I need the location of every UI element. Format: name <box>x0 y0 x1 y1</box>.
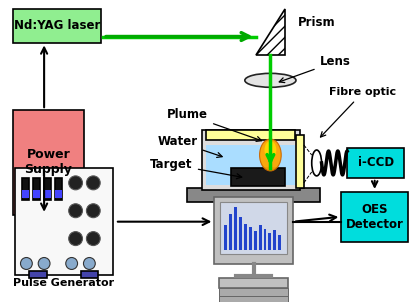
Ellipse shape <box>69 204 83 218</box>
Bar <box>219 296 288 302</box>
Text: i-CCD: i-CCD <box>358 156 394 169</box>
Bar <box>219 278 288 288</box>
Bar <box>44 178 51 200</box>
Ellipse shape <box>259 139 281 171</box>
Text: Lens: Lens <box>279 55 350 83</box>
Ellipse shape <box>86 204 100 218</box>
Text: Target: Target <box>150 158 242 179</box>
Bar <box>347 148 404 178</box>
Bar <box>278 235 281 250</box>
Bar <box>296 135 304 188</box>
Bar <box>224 225 227 250</box>
Bar <box>206 130 295 140</box>
Text: Nd:YAG laser: Nd:YAG laser <box>14 19 100 32</box>
Bar <box>244 224 247 250</box>
Bar <box>239 217 242 250</box>
Ellipse shape <box>69 176 83 190</box>
Bar <box>22 190 29 198</box>
Text: Pulse Generator: Pulse Generator <box>13 278 115 288</box>
Text: Plume: Plume <box>167 108 261 142</box>
Bar <box>81 271 98 278</box>
Polygon shape <box>256 9 285 55</box>
Bar <box>55 178 62 200</box>
Bar <box>269 233 271 250</box>
Bar <box>187 188 320 202</box>
Ellipse shape <box>86 176 100 190</box>
Bar <box>44 190 51 198</box>
Bar <box>264 229 266 250</box>
Bar <box>12 110 84 215</box>
Ellipse shape <box>69 231 83 245</box>
Bar <box>254 231 256 250</box>
Bar <box>259 225 261 250</box>
Ellipse shape <box>86 231 100 245</box>
Text: Prism: Prism <box>298 16 336 29</box>
Ellipse shape <box>20 258 32 269</box>
Ellipse shape <box>83 258 95 269</box>
Text: OES
Detector: OES Detector <box>346 203 404 231</box>
Text: Water: Water <box>157 135 222 158</box>
Bar <box>341 192 408 241</box>
Bar <box>29 271 47 278</box>
Bar <box>33 178 40 200</box>
Bar <box>12 9 101 42</box>
Bar <box>206 145 295 185</box>
Ellipse shape <box>66 258 78 269</box>
Bar <box>33 190 40 198</box>
Bar <box>234 208 237 250</box>
Bar <box>55 190 62 198</box>
Bar <box>22 178 29 200</box>
Ellipse shape <box>245 73 296 87</box>
Text: Fibre optic: Fibre optic <box>320 87 397 137</box>
Bar <box>229 214 232 250</box>
Bar <box>214 197 293 265</box>
Bar <box>231 168 285 186</box>
Ellipse shape <box>264 141 276 159</box>
Bar <box>249 227 252 250</box>
Bar <box>273 230 276 250</box>
Bar <box>15 168 113 275</box>
Bar <box>220 202 287 254</box>
Ellipse shape <box>38 258 50 269</box>
Bar <box>202 130 300 190</box>
Ellipse shape <box>312 150 322 176</box>
Bar <box>219 288 288 296</box>
Text: Power
Supply: Power Supply <box>24 148 73 176</box>
